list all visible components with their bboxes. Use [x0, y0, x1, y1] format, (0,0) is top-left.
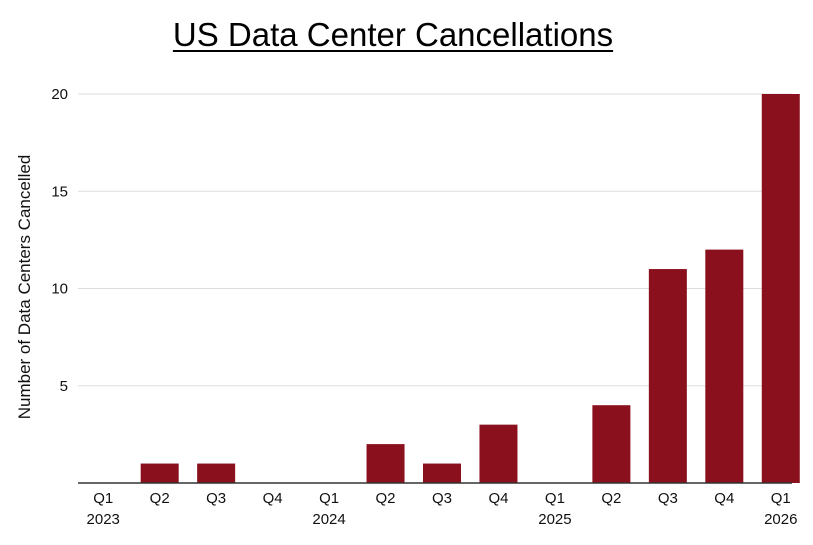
bar — [366, 444, 405, 483]
x-tick-label: Q2 — [376, 490, 396, 507]
x-tick-labels: Q1 2023 Q2 Q3 Q4 Q1 2024 Q2 Q3 Q4 Q1 2025 Q2 Q3 Q4 Q1 20… — [87, 490, 798, 528]
bar — [648, 269, 687, 483]
bar — [479, 424, 518, 483]
y-tick-label: 15 — [51, 183, 68, 200]
y-tick-label: 5 — [60, 378, 68, 395]
x-tick-label: Q3 — [658, 490, 678, 507]
x-tick-label: Q1 2025 — [538, 490, 571, 528]
y-tick-label: 20 — [51, 86, 68, 103]
y-axis-label: Number of Data Centers Cancelled — [15, 155, 34, 420]
x-tick-label: Q2 — [150, 490, 170, 507]
x-tick-label: Q1 2026 — [764, 490, 797, 528]
x-tick-label: Q1 2024 — [312, 490, 345, 528]
bar — [705, 249, 744, 483]
x-tick-label: Q2 — [601, 490, 621, 507]
bar — [423, 463, 461, 483]
chart-title: US Data Center Cancellations — [172, 16, 614, 53]
x-tick-label: Q4 — [263, 490, 283, 507]
bar — [140, 463, 179, 483]
x-tick-label: Q1 2023 — [87, 490, 120, 528]
y-tick-label: 10 — [51, 281, 68, 298]
bars — [140, 94, 800, 483]
bar — [197, 463, 236, 483]
x-tick-label: Q4 — [488, 490, 508, 507]
x-tick-label: Q3 — [432, 490, 452, 507]
x-tick-label: Q4 — [714, 490, 734, 507]
y-tick-labels: 5 10 15 20 — [51, 86, 68, 395]
bar — [761, 94, 800, 483]
bar — [592, 405, 631, 483]
x-tick-label: Q3 — [206, 490, 226, 507]
